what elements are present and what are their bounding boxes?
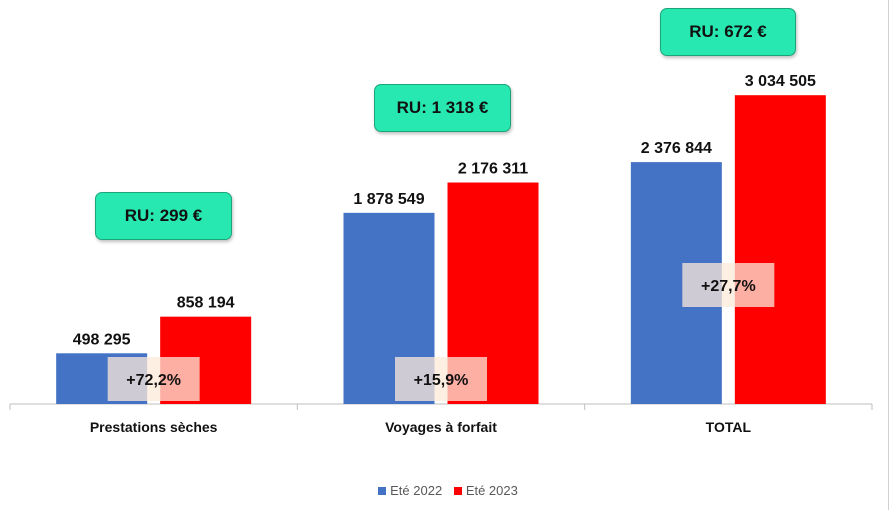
bar-chart: 498 295 858 194 +72,2% Prestations sèches 1 … — [9, 73, 873, 435]
ru-badge-voyages: RU: 1 318 € — [374, 84, 511, 132]
legend-item-2022: Eté 2022 — [378, 483, 442, 498]
legend-label-2022: Eté 2022 — [390, 483, 443, 498]
legend-label-2023: Eté 2023 — [465, 483, 518, 498]
growth-box-1 — [107, 357, 200, 401]
growth-label-3: +27,7% — [701, 278, 756, 295]
category-label-3: TOTAL — [706, 419, 752, 435]
category-label-1: Prestations sèches — [90, 419, 218, 435]
legend-swatch-2023 — [453, 486, 462, 495]
data-label-2022-3: 2 376 844 — [641, 140, 712, 157]
growth-box-2 — [395, 357, 487, 401]
chart-border — [888, 0, 889, 510]
growth-label-1: +72,2% — [126, 372, 181, 389]
growth-box-3 — [682, 263, 775, 307]
legend-swatch-2022 — [378, 486, 387, 495]
ru-badge-prestations: RU: 299 € — [95, 192, 232, 240]
data-label-2023-1: 858 194 — [177, 295, 235, 312]
bar-2023-3 — [734, 95, 826, 404]
data-label-2023-2: 2 176 311 — [458, 161, 528, 178]
legend: Eté 2022 Eté 2023 — [0, 483, 896, 498]
legend-item-2023: Eté 2023 — [453, 483, 518, 498]
category-label-2: Voyages à forfait — [385, 419, 497, 435]
data-label-2022-1: 498 295 — [73, 331, 131, 348]
data-label-2023-3: 3 034 505 — [745, 73, 816, 90]
data-label-2022-2: 1 878 549 — [353, 191, 424, 208]
ru-badge-total: RU: 672 € — [660, 8, 796, 56]
growth-label-2: +15,9% — [414, 372, 469, 389]
